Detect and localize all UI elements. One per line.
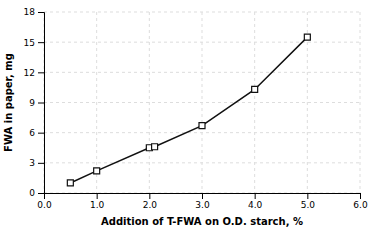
y-axis-title: FWA in paper, mg <box>3 53 14 152</box>
y-tick: 0 <box>29 188 44 198</box>
marker <box>94 168 100 174</box>
tick-label: 5.0 <box>301 200 316 210</box>
tick-label: 9 <box>29 98 35 108</box>
marker <box>304 34 310 40</box>
x-tick: 5.0 <box>301 193 316 210</box>
x-axis: 0.0 1.0 2.0 3.0 4.0 5.0 6.0 <box>37 193 368 210</box>
data <box>67 34 310 186</box>
tick-mark <box>38 163 44 164</box>
tick-mark <box>97 193 98 199</box>
axis-line <box>38 13 45 194</box>
tick-label: 2.0 <box>143 200 158 210</box>
tick-mark <box>149 193 150 199</box>
marker <box>252 86 258 92</box>
tick-mark <box>38 12 44 13</box>
grid-line-y <box>44 132 360 133</box>
tick-mark <box>38 72 44 73</box>
x-axis-title: Addition of T-FWA on O.D. starch, % <box>101 216 303 227</box>
tick-mark <box>38 193 44 194</box>
tick-label: 18 <box>24 7 36 17</box>
axis-line <box>45 194 361 200</box>
y-tick: 6 <box>29 128 44 138</box>
grid-line-y <box>44 162 360 163</box>
y-tick: 15 <box>24 38 44 48</box>
y-tick: 3 <box>29 158 44 168</box>
marker <box>199 123 205 129</box>
tick-mark <box>360 193 361 199</box>
grid-line-y <box>44 72 360 73</box>
tick-label: 6.0 <box>353 200 368 210</box>
grid-line-y <box>44 42 360 43</box>
tick-label: 3.0 <box>195 200 210 210</box>
line <box>70 37 307 183</box>
y-tick: 9 <box>29 98 44 108</box>
y-tick: 18 <box>24 7 44 17</box>
plot: 0.0 1.0 2.0 3.0 4.0 5.0 6.0 0 3 6 9 12 15 18 <box>24 7 368 210</box>
marker <box>67 180 73 186</box>
marker <box>152 144 158 150</box>
tick-label: 15 <box>24 38 35 48</box>
tick-label: 12 <box>24 68 35 78</box>
tick-mark <box>38 133 44 134</box>
tick-label: 0 <box>29 188 35 198</box>
grid-line-y <box>44 102 360 103</box>
chart: 0.0 1.0 2.0 3.0 4.0 5.0 6.0 0 3 6 9 12 15 18 Addition … <box>0 0 374 231</box>
x-tick: 3.0 <box>195 193 210 210</box>
tick-label: 3 <box>29 158 35 168</box>
tick-label: 0.0 <box>37 200 52 210</box>
tick-mark <box>255 193 256 199</box>
x-tick: 2.0 <box>143 193 158 210</box>
tick-mark <box>38 42 44 43</box>
grid <box>44 12 360 193</box>
tick-label: 1.0 <box>90 200 105 210</box>
tick-label: 6 <box>29 128 35 138</box>
tick-mark <box>307 193 308 199</box>
y-tick: 12 <box>24 68 44 78</box>
x-tick: 0.0 <box>37 193 52 210</box>
grid-line-y <box>44 12 360 13</box>
tick-mark <box>202 193 203 199</box>
tick-mark <box>38 103 44 104</box>
tick-label: 4.0 <box>248 200 263 210</box>
x-tick: 1.0 <box>90 193 105 210</box>
x-tick: 6.0 <box>353 193 368 210</box>
y-axis: 0 3 6 9 12 15 18 <box>24 7 45 198</box>
grid-line-x <box>96 12 97 193</box>
x-tick: 4.0 <box>248 193 263 210</box>
